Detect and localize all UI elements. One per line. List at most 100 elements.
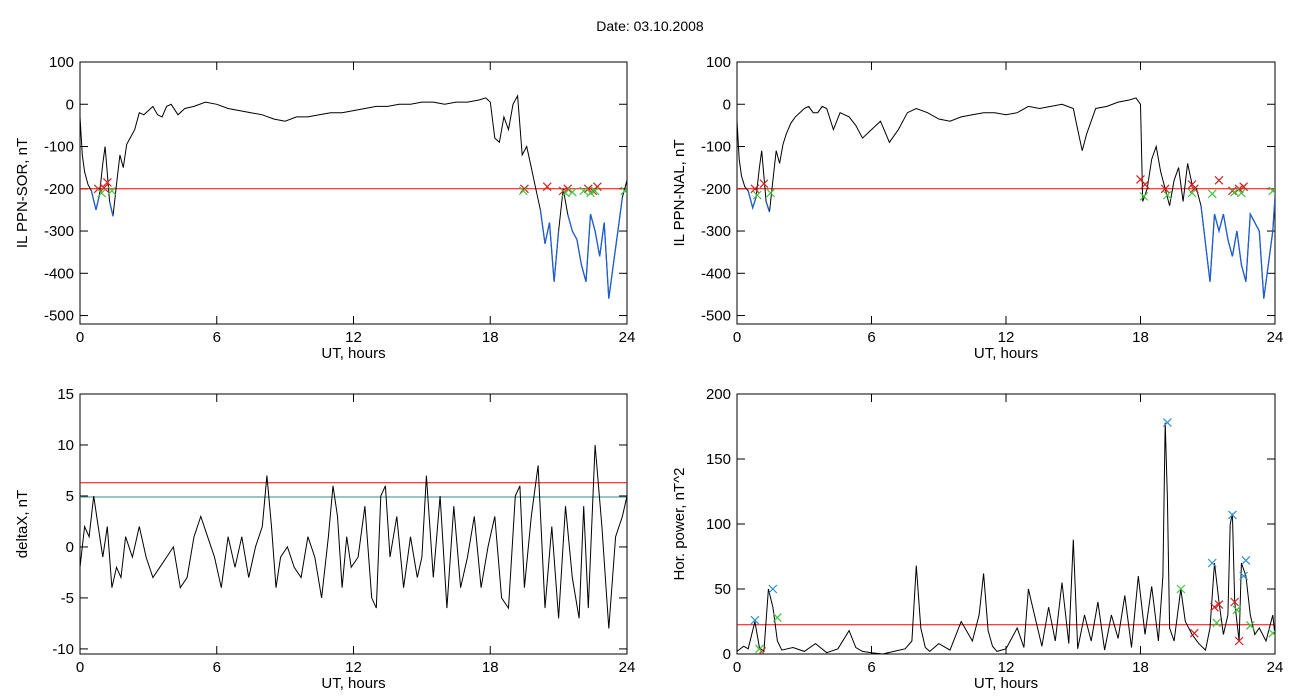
y-tick-label: -500 [44, 308, 74, 325]
x-axis-label: UT, hours [321, 345, 385, 362]
marker-green [579, 186, 589, 196]
marker-blue [1207, 558, 1217, 568]
x-tick-label: 18 [482, 659, 499, 676]
marker-red [1214, 600, 1224, 610]
x-tick-label: 0 [733, 659, 741, 676]
marker-blue [1239, 571, 1249, 581]
marker-green [567, 187, 577, 197]
below-threshold-segment [90, 190, 101, 211]
marker-blue [1241, 555, 1251, 565]
x-tick-label: 12 [345, 329, 362, 346]
y-tick-label: -400 [44, 265, 74, 282]
y-axis-label: Hor. power, nT^2 [671, 468, 688, 581]
plot-area [80, 94, 627, 299]
marker-green [1232, 605, 1242, 615]
marker-red [1234, 184, 1244, 194]
marker-green [1176, 584, 1186, 594]
marker-blue [768, 584, 778, 594]
marker-red [1210, 602, 1219, 612]
marker-red [750, 184, 760, 194]
x-axis-label: UT, hours [321, 675, 385, 692]
y-axis-label: IL PPN-SOR, nT [14, 138, 31, 248]
plot-frame [79, 393, 628, 655]
marker-red [1214, 175, 1224, 185]
x-tick-label: 6 [867, 329, 875, 346]
plot-frame [79, 61, 628, 325]
marker-red [1189, 184, 1199, 194]
marker-red [1140, 180, 1150, 189]
x-tick-label: 12 [998, 329, 1015, 346]
marker-green [1162, 190, 1172, 200]
series-line [737, 97, 1275, 299]
marker-green [107, 186, 117, 196]
panel-1: 0 6 12 18 24 -500 -400 -300 -200 -100 0 100 UT, hour… [14, 54, 635, 362]
y-tick-label: 100 [706, 516, 731, 533]
marker-blue [1162, 418, 1172, 428]
x-tick-label: 24 [1267, 329, 1284, 346]
marker-blue [1227, 510, 1237, 520]
series-line [80, 94, 627, 299]
marker-red [1189, 628, 1199, 638]
series-line [80, 444, 627, 629]
y-tick-label: 50 [714, 581, 731, 598]
marker-green [586, 188, 595, 198]
y-tick-label: 150 [706, 451, 731, 468]
y-tick-label: 100 [706, 54, 731, 71]
marker-red [1160, 184, 1170, 194]
marker-red [563, 184, 573, 194]
marker-green [1139, 191, 1149, 201]
marker-green [752, 190, 762, 200]
x-axis-label: UT, hours [974, 345, 1038, 362]
y-tick-label: -200 [701, 181, 731, 198]
x-tick-label: 24 [619, 329, 636, 346]
marker-green [1207, 189, 1217, 199]
x-tick-label: 18 [1132, 659, 1149, 676]
below-threshold-segment [539, 209, 560, 282]
panel-2: 0 6 12 18 24 -500 -400 -300 -200 -100 0 100 UT, hour… [671, 54, 1283, 362]
plot-area [737, 97, 1275, 299]
series-line [737, 422, 1275, 654]
y-tick-label: -100 [701, 139, 731, 156]
marker-green [772, 613, 782, 623]
marker-red [759, 179, 769, 189]
y-tick-label: 5 [66, 488, 74, 505]
below-threshold-segment [567, 197, 624, 299]
marker-green [1268, 628, 1275, 638]
marker-green [1268, 186, 1275, 196]
x-tick-label: 0 [76, 329, 84, 346]
marker-green [1212, 618, 1222, 628]
y-tick-label: 10 [57, 437, 74, 454]
x-tick-label: 6 [213, 329, 221, 346]
x-tick-label: 6 [213, 659, 221, 676]
marker-green [1187, 188, 1197, 198]
marker-green [1245, 620, 1255, 630]
marker-green [620, 186, 627, 196]
marker-red [1227, 186, 1237, 196]
y-tick-label: 0 [723, 646, 731, 663]
marker-red [99, 183, 109, 193]
marker-red [1239, 182, 1249, 192]
below-threshold-segment [765, 201, 771, 213]
y-tick-label: -200 [44, 181, 74, 198]
x-tick-label: 18 [1132, 329, 1149, 346]
y-tick-label: 0 [723, 96, 731, 113]
y-axis-label: IL PPN-NAL, nT [671, 140, 688, 247]
marker-green [518, 186, 528, 196]
marker-blue [750, 615, 760, 625]
y-tick-label: -5 [61, 590, 74, 607]
plot-area [737, 418, 1275, 654]
marker-red [1234, 636, 1244, 646]
y-tick-label: -500 [701, 308, 731, 325]
x-tick-label: 18 [482, 329, 499, 346]
plot-frame [736, 61, 1276, 325]
panel-3: 0 6 12 18 24 -10 -5 0 5 10 15 UT, hours deltaX, nT [14, 386, 635, 692]
figure-title: Date: 03.10.2008 [596, 18, 704, 34]
panel-4: 0 6 12 18 24 0 50 100 150 200 UT, hours Hor. power,… [671, 386, 1283, 692]
below-threshold-segment [1200, 197, 1275, 299]
plot-area [80, 444, 627, 629]
y-tick-label: -300 [44, 223, 74, 240]
marker-green [754, 644, 764, 654]
x-tick-label: 12 [998, 659, 1015, 676]
x-axis-label: UT, hours [974, 675, 1038, 692]
